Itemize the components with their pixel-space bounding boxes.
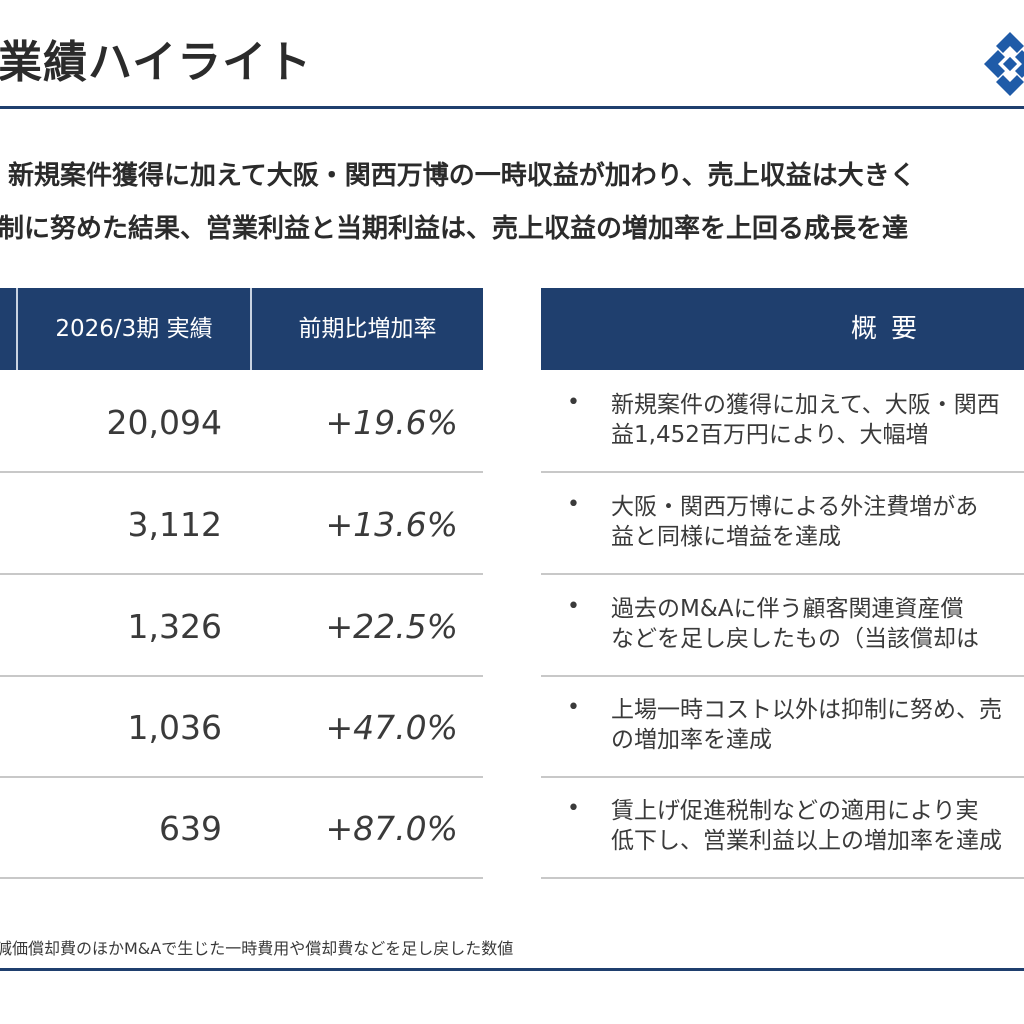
overview-item-text: 賃上げ促進税制などの適用により実 低下し、営業利益以上の増加率を達成	[611, 796, 1002, 856]
results-table-header: 2026/3期 実績 前期比増加率	[0, 288, 483, 370]
diamond-logo-icon	[984, 32, 1024, 96]
overview-header: 概要	[541, 288, 1024, 370]
overview-item-line: 新規案件の獲得に加えて、大阪・関西	[611, 392, 1000, 418]
table-row: 20,094 +19.6%	[0, 370, 483, 473]
summary-line-2: 制に努めた結果、営業利益と当期利益は、売上収益の増加率を上回る成長を達	[0, 214, 909, 244]
overview-item-text: 過去のM&Aに伴う顧客関連資産償 などを足し戻したもの（当該償却は	[611, 594, 979, 654]
footer-divider	[0, 968, 1024, 971]
overview-item: • 新規案件の獲得に加えて、大阪・関西 益1,452百万円により、大幅増	[541, 370, 1024, 473]
table-row: 1,036 +47.0%	[0, 675, 483, 778]
growth-rate: +22.5%	[325, 607, 458, 646]
footnote: 減価償却費のほかM&Aで生じた一時費用や償却費などを足し戻した数値	[0, 939, 514, 958]
overview-item-line: 過去のM&Aに伴う顧客関連資産償	[611, 596, 964, 622]
bullet-icon: •	[567, 695, 580, 720]
header-actual: 2026/3期 実績	[55, 316, 213, 342]
overview-item-line: の増加率を達成	[611, 727, 772, 753]
growth-rate: +47.0%	[325, 708, 458, 747]
overview-item-line: などを足し戻したもの（当該償却は	[611, 626, 979, 652]
bullet-icon: •	[567, 492, 580, 517]
bullet-icon: •	[567, 796, 580, 821]
summary-line-1: 新規案件獲得に加えて大阪・関西万博の一時収益が加わり、売上収益は大きく	[8, 161, 916, 191]
bullet-icon: •	[567, 390, 580, 415]
actual-value: 3,112	[127, 505, 222, 544]
overview-item: • 賃上げ促進税制などの適用により実 低下し、営業利益以上の増加率を達成	[541, 776, 1024, 879]
overview-item-line: 低下し、営業利益以上の増加率を達成	[611, 828, 1002, 854]
overview-item-line: 益と同様に増益を達成	[611, 524, 841, 550]
overview-item: • 過去のM&Aに伴う顧客関連資産償 などを足し戻したもの（当該償却は	[541, 574, 1024, 677]
overview-item-line: 賃上げ促進税制などの適用により実	[611, 798, 979, 824]
bullet-icon: •	[567, 594, 580, 619]
overview-item: • 上場一時コスト以外は抑制に努め、売 の増加率を達成	[541, 675, 1024, 778]
table-row: 1,326 +22.5%	[0, 574, 483, 677]
header-divider	[250, 288, 252, 370]
table-row: 3,112 +13.6%	[0, 472, 483, 575]
overview-item-text: 新規案件の獲得に加えて、大阪・関西 益1,452百万円により、大幅増	[611, 390, 1000, 450]
actual-value: 639	[159, 809, 222, 848]
overview-header-label: 概要	[851, 314, 932, 344]
growth-rate: +13.6%	[325, 505, 458, 544]
overview-item-line: 上場一時コスト以外は抑制に努め、売	[611, 697, 1002, 723]
actual-value: 1,036	[127, 708, 222, 747]
actual-value: 20,094	[106, 403, 222, 442]
page-title: 業績ハイライト	[0, 37, 313, 88]
actual-value: 1,326	[127, 607, 222, 646]
overview-item-text: 大阪・関西万博による外注費増があ 益と同様に増益を達成	[611, 492, 978, 552]
header-divider	[16, 288, 18, 370]
header-growth: 前期比増加率	[298, 316, 437, 342]
growth-rate: +87.0%	[325, 809, 458, 848]
overview-item-text: 上場一時コスト以外は抑制に努め、売 の増加率を達成	[611, 695, 1002, 755]
growth-rate: +19.6%	[325, 403, 458, 442]
overview-item-line: 益1,452百万円により、大幅増	[611, 422, 929, 448]
table-row: 639 +87.0%	[0, 776, 483, 879]
overview-item: • 大阪・関西万博による外注費増があ 益と同様に増益を達成	[541, 472, 1024, 575]
overview-item-line: 大阪・関西万博による外注費増があ	[611, 494, 979, 520]
title-divider	[0, 106, 1024, 109]
